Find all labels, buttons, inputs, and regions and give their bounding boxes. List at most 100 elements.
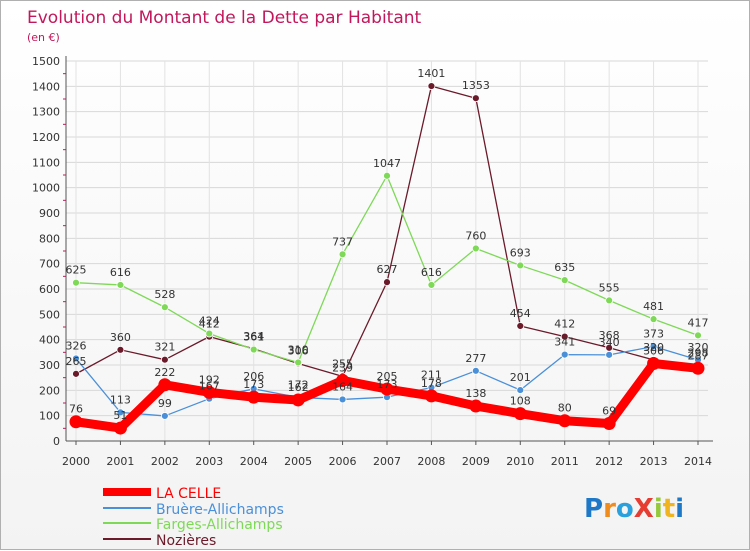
data-point-la-celle [247,390,261,404]
data-label-nozieres: 320 [643,341,664,354]
data-label-la-celle: 108 [510,395,531,408]
x-tick-label: 2010 [506,455,534,468]
data-point-farges-allichamps [427,281,436,289]
x-tick-label: 2013 [640,455,668,468]
data-point-la-celle [691,361,705,375]
data-point-farges-allichamps [116,281,125,289]
logo-letter: r [603,494,616,524]
y-tick-label: 400 [39,334,60,347]
x-tick-label: 2014 [684,455,712,468]
legend-label-nozieres: Nozières [156,533,216,549]
data-point-farges-allichamps [560,276,569,285]
data-label-farges-allichamps: 693 [510,246,531,259]
data-label-bruere-allichamps: 326 [66,339,87,352]
data-point-la-celle [202,385,216,399]
data-label-bruere-allichamps: 164 [332,380,353,393]
series [69,82,705,435]
data-point-bruere-allichamps [72,354,80,363]
data-label-farges-allichamps: 528 [154,288,175,301]
data-label-farges-allichamps: 310 [288,343,309,356]
logo-letter: X [634,494,654,524]
proxiti-logo-text: ProXiti [584,494,684,524]
data-point-nozieres [160,355,169,364]
data-label-bruere-allichamps: 201 [510,371,531,384]
data-label-farges-allichamps: 481 [643,300,664,313]
data-label-bruere-allichamps: 340 [599,336,620,349]
data-label-nozieres: 364 [243,330,264,343]
data-point-nozieres [516,322,525,330]
data-label-farges-allichamps: 625 [66,264,87,277]
y-tick-label: 700 [39,258,60,271]
data-label-la-celle: 287 [688,349,709,362]
data-label-la-celle: 138 [465,387,486,400]
data-label-nozieres: 1353 [462,79,490,92]
x-tick-label: 2007 [373,455,401,468]
data-point-bruere-allichamps [338,395,347,404]
data-point-nozieres [471,94,480,103]
data-point-la-celle [336,373,350,387]
data-label-nozieres: 1401 [417,67,445,80]
data-label-la-celle: 205 [377,370,398,383]
data-label-bruere-allichamps: 172 [288,378,309,391]
y-tick-label: 200 [39,384,60,397]
data-point-farges-allichamps [383,171,391,180]
data-label-la-celle: 192 [199,373,220,386]
data-label-bruere-allichamps: 167 [199,380,220,393]
data-point-farges-allichamps [160,303,169,312]
data-point-la-celle [291,393,305,407]
data-point-nozieres [560,332,569,341]
x-tick-label: 2006 [329,455,357,468]
data-label-nozieres: 265 [66,355,87,368]
y-tick-label: 0 [53,435,60,448]
data-label-bruere-allichamps: 277 [465,352,486,365]
data-point-la-celle [602,417,616,431]
data-label-la-celle: 76 [69,403,83,416]
x-tick-label: 2000 [62,455,90,468]
data-point-farges-allichamps [516,261,525,270]
data-point-farges-allichamps [294,358,303,367]
x-tick-label: 2002 [151,455,179,468]
data-label-nozieres: 368 [599,329,620,342]
proxiti-logo: ProXiti [584,494,684,524]
x-tick-label: 2012 [595,455,623,468]
data-point-farges-allichamps [605,296,614,305]
data-label-bruere-allichamps: 211 [421,369,442,382]
data-label-bruere-allichamps: 173 [377,378,398,391]
data-point-bruere-allichamps [160,412,169,420]
data-label-nozieres: 412 [199,318,220,331]
data-label-farges-allichamps: 555 [599,281,620,294]
y-tick-label: 1100 [32,156,60,169]
y-tick-label: 1300 [32,106,60,119]
data-point-nozieres [383,278,391,287]
x-axis-ticks: 2000 2001 2002 2003 2004 2005 2006 2007 2008 2009… [62,455,712,468]
data-label-la-celle: 306 [643,344,664,357]
data-point-bruere-allichamps [649,342,658,351]
data-label-nozieres: 298 [688,347,709,360]
data-point-la-celle [558,414,572,428]
x-tick-label: 2008 [417,455,445,468]
y-tick-label: 1500 [32,55,60,68]
logo-letter: i [675,494,684,524]
data-label-farges-allichamps: 616 [110,266,131,279]
data-label-bruere-allichamps: 341 [554,336,575,349]
logo-letter: t [663,494,675,524]
data-label-nozieres: 321 [154,341,175,354]
y-tick-label: 600 [39,283,60,296]
data-label-nozieres: 255 [332,357,353,370]
data-point-farges-allichamps [694,331,702,340]
data-label-farges-allichamps: 635 [554,261,575,274]
data-label-farges-allichamps: 737 [332,235,353,248]
data-label-la-celle: 51 [113,409,127,422]
data-label-la-celle: 178 [421,377,442,390]
data-point-bruere-allichamps [605,350,614,359]
data-label-farges-allichamps: 424 [199,315,220,328]
data-label-farges-allichamps: 760 [465,229,486,242]
data-label-la-celle: 162 [288,381,309,394]
data-point-farges-allichamps [471,244,480,253]
data-point-la-celle [158,378,172,392]
y-tick-label: 100 [39,410,60,423]
y-axis-ticks: 0 100 200 300 400 500 600 700 800 900 1000 1100 1200… [32,55,60,448]
logo-letter: i [654,494,663,524]
x-tick-label: 2011 [551,455,579,468]
